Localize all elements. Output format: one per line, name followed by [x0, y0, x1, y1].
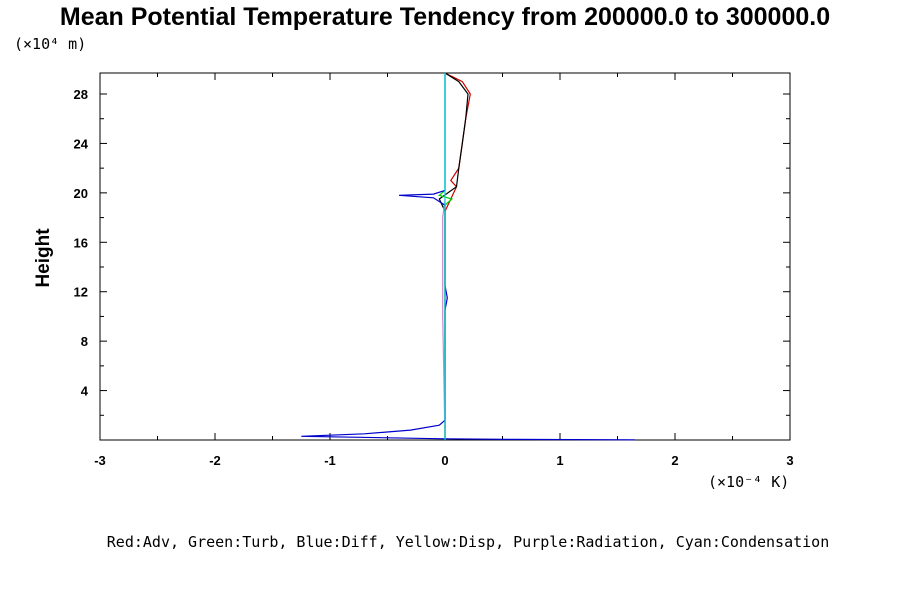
x-tick-label: 0 [441, 453, 448, 468]
y-unit-label: (×10⁴ m) [14, 35, 86, 53]
x-tick-label: -1 [324, 453, 336, 468]
y-tick-label: 24 [74, 136, 89, 151]
y-tick-label: 20 [74, 186, 88, 201]
y-tick-label: 8 [81, 334, 88, 349]
y-tick-labels: 4 8 12 16 20 24 28 [74, 87, 89, 399]
x-tick-label: -3 [94, 453, 106, 468]
y-tick-label: 12 [74, 285, 88, 300]
series-line-adv [444, 72, 471, 440]
x-tick-label: 1 [556, 453, 563, 468]
series-line-total [438, 72, 469, 440]
series-lines [301, 72, 635, 441]
legend-text: Red:Adv, Green:Turb, Blue:Diff, Yellow:D… [107, 533, 829, 551]
x-tick-labels: -3 -2 -1 0 1 2 3 [94, 453, 793, 468]
x-tick-label: -2 [209, 453, 221, 468]
x-tick-label: 3 [786, 453, 793, 468]
x-tick-label: 2 [671, 453, 678, 468]
series-line-diff [301, 73, 635, 441]
y-tick-label: 4 [81, 384, 89, 399]
y-tick-label: 16 [74, 235, 88, 250]
y-axis-label: Height [33, 228, 54, 288]
chart-title: Mean Potential Temperature Tendency from… [60, 3, 830, 31]
x-unit-label: (×10⁻⁴ K) [708, 473, 789, 491]
y-tick-label: 28 [74, 87, 88, 102]
